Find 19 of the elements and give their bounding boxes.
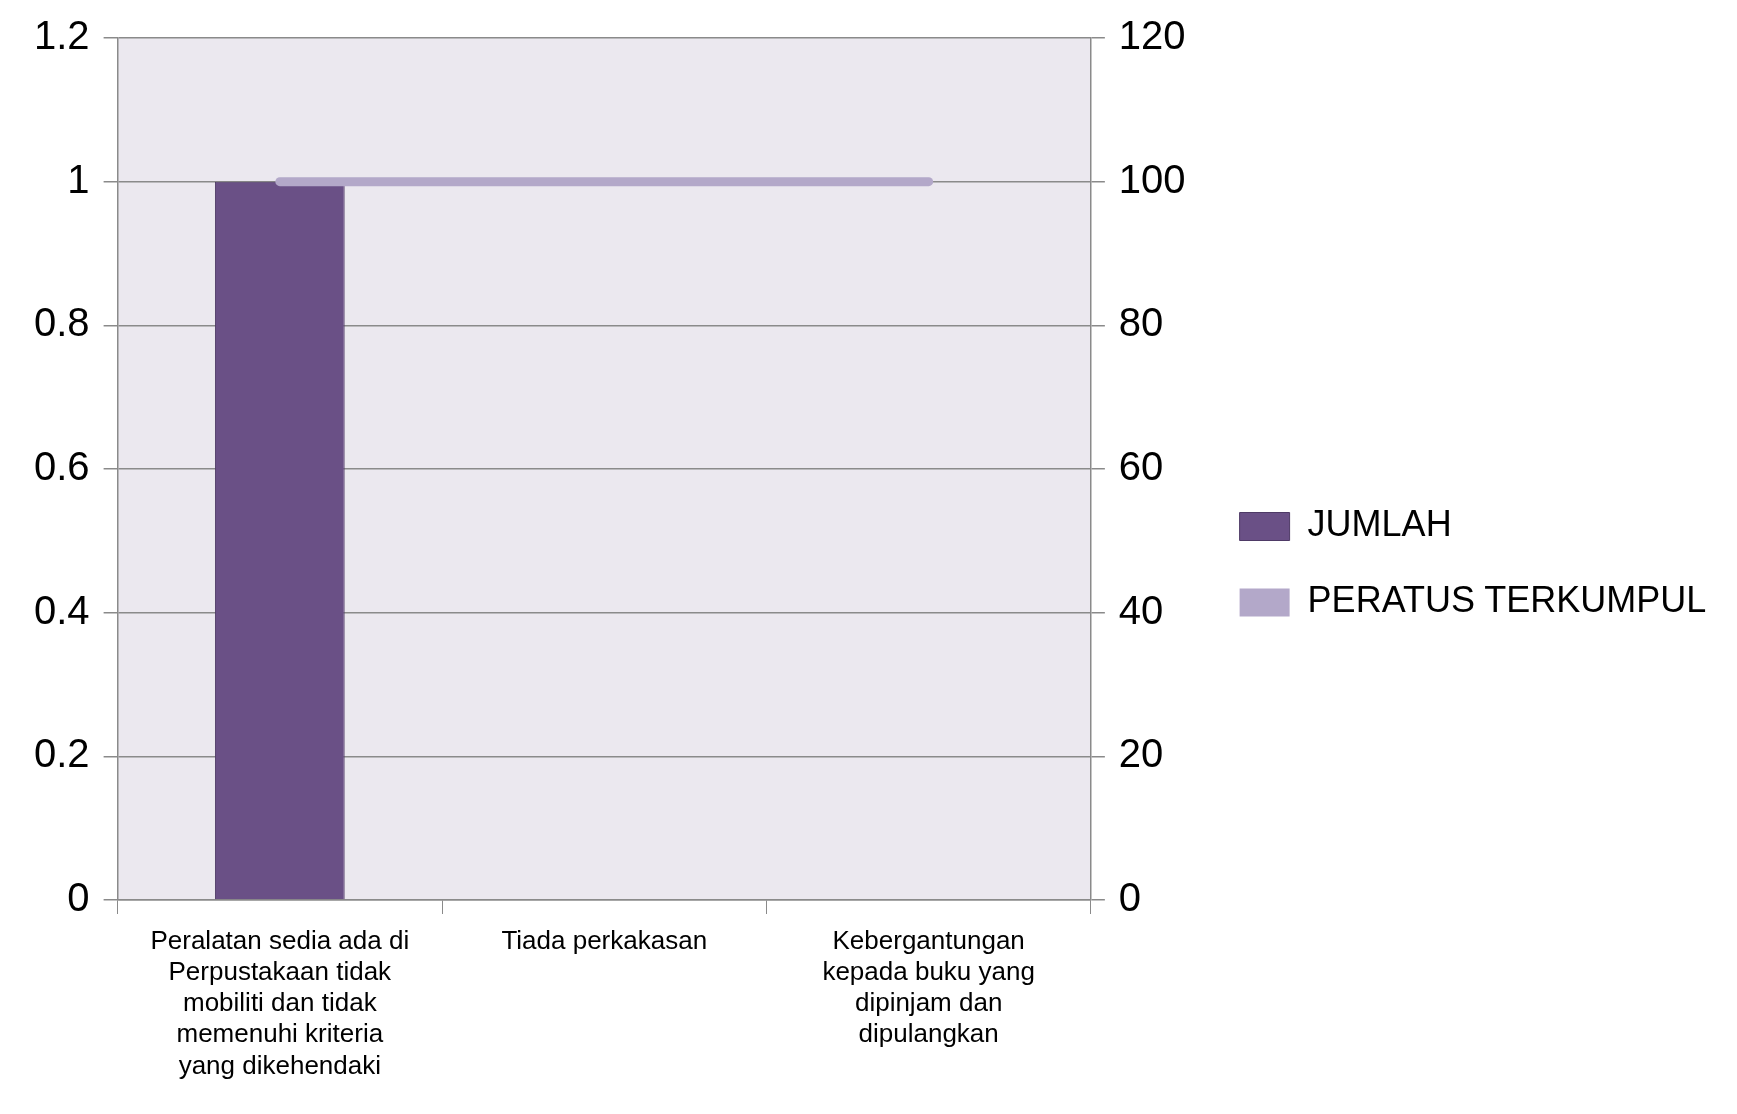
legend-label: JUMLAH (1307, 503, 1452, 545)
x-tick-label: Peralatan sedia ada di Perpustakaan tidak mobiliti dan tidak memenuhi kriteria yang dikehendaki (150, 924, 410, 1080)
y2-tick-label: 20 (1118, 731, 1164, 776)
legend-label: PERATUS TERKUMPUL (1307, 579, 1707, 621)
y-tick-label: 1 (67, 156, 90, 201)
y-tick-label: 0.2 (34, 731, 90, 776)
y2-tick-label: 80 (1118, 300, 1164, 345)
y-tick-label: 0 (67, 875, 90, 920)
x-tick-label: Tiada perkakasan (501, 924, 708, 955)
y-tick-label: 1.2 (34, 13, 90, 58)
y2-tick-label: 40 (1118, 587, 1164, 632)
x-tick-label: Kebergantungan kepada buku yang dipinjam dan dipulangkan (822, 924, 1035, 1049)
y-tick-label: 0.6 (34, 444, 90, 489)
y2-tick-label: 0 (1118, 875, 1142, 920)
y2-tick-label: 60 (1118, 444, 1164, 489)
y-tick-label: 0.8 (34, 300, 90, 345)
y2-tick-label: 120 (1118, 13, 1186, 58)
y-tick-label: 0.4 (34, 587, 90, 632)
y2-tick-label: 100 (1118, 156, 1186, 201)
